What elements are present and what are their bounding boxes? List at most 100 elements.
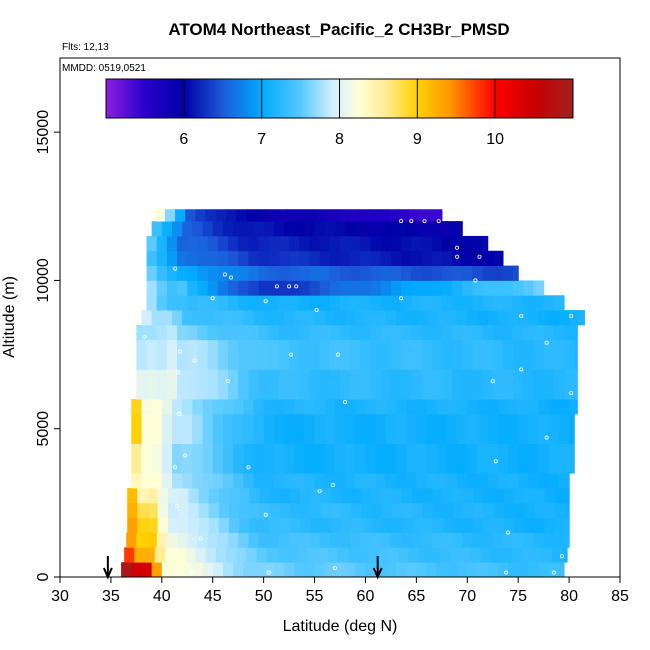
- heatmap-cell: [177, 280, 188, 296]
- sample-point: [569, 314, 574, 319]
- heatmap-cell: [503, 517, 515, 533]
- heatmap-cell: [161, 399, 173, 415]
- x-tick-label: 85: [611, 588, 629, 605]
- heatmap-cell: [334, 562, 346, 578]
- heatmap-cell: [426, 399, 438, 415]
- heatmap-cell: [548, 443, 560, 474]
- heatmap-cell: [340, 532, 351, 548]
- heatmap-cell: [502, 280, 514, 296]
- heatmap-cell: [154, 547, 166, 563]
- heatmap-cell: [457, 443, 468, 474]
- heatmap-cell: [528, 399, 540, 415]
- heatmap-cell: [574, 369, 578, 400]
- heatmap-cell: [411, 265, 423, 281]
- heatmap-cell: [487, 399, 499, 415]
- heatmap-cell: [370, 295, 382, 311]
- heatmap-cell: [172, 310, 183, 326]
- heatmap-cell: [431, 280, 443, 296]
- heatmap-cell: [334, 443, 346, 474]
- heatmap-cell: [541, 547, 553, 563]
- heatmap-cell: [225, 547, 237, 563]
- heatmap-cell: [131, 473, 143, 489]
- heatmap-cell: [228, 339, 239, 370]
- heatmap-cell: [463, 517, 474, 533]
- heatmap-cell: [217, 324, 229, 341]
- heatmap-cell: [561, 547, 568, 563]
- heatmap-cell: [462, 265, 473, 281]
- heatmap-cell: [442, 502, 454, 519]
- x-tick-label: 75: [509, 588, 527, 605]
- sample-point: [455, 254, 460, 259]
- heatmap-cell: [513, 265, 519, 281]
- heatmap-cell: [289, 339, 300, 370]
- heatmap-cell: [268, 339, 280, 370]
- plot-frame: [59, 57, 621, 578]
- heatmap-cell: [429, 209, 441, 222]
- heatmap-cell: [370, 235, 382, 252]
- heatmap-cell: [406, 221, 417, 237]
- heatmap-cell: [502, 265, 514, 281]
- heatmap-cell: [533, 369, 545, 400]
- heatmap-cell: [187, 280, 199, 296]
- heatmap-cell: [548, 562, 560, 578]
- heatmap-cell: [446, 473, 458, 489]
- x-tick-label: 35: [102, 588, 120, 605]
- heatmap-cell: [538, 473, 550, 489]
- heatmap-cell: [177, 532, 188, 548]
- heatmap-cell: [249, 502, 261, 519]
- heatmap-cell: [554, 502, 566, 519]
- heatmap-cell: [290, 502, 301, 519]
- heatmap-cell: [188, 517, 200, 533]
- heatmap-cell: [375, 443, 387, 474]
- heatmap-cell: [426, 473, 438, 489]
- heatmap-cell: [477, 413, 489, 444]
- heatmap-cell: [268, 280, 280, 296]
- heatmap-cell: [579, 310, 585, 326]
- sample-point: [519, 314, 524, 319]
- heatmap-cell: [492, 369, 504, 400]
- heatmap-cell: [329, 250, 341, 266]
- heatmap-cell: [157, 502, 169, 519]
- sample-point: [519, 367, 524, 372]
- heatmap-cell: [463, 488, 474, 504]
- heatmap-cell: [268, 250, 280, 266]
- heatmap-cell: [340, 295, 351, 311]
- down-arrow-icon: [102, 556, 113, 580]
- heatmap-cell: [238, 295, 249, 311]
- heatmap-cell: [289, 235, 300, 252]
- heatmap-cell: [202, 473, 214, 489]
- heatmap-cell: [508, 473, 519, 489]
- heatmap-cell: [401, 532, 412, 548]
- heatmap-cell: [259, 502, 271, 519]
- x-tick-label: 70: [458, 588, 476, 605]
- heatmap-cell: [289, 369, 300, 400]
- heatmap-cell: [294, 443, 305, 474]
- heatmap-cell: [411, 532, 423, 548]
- heatmap-cell: [351, 488, 362, 504]
- heatmap-cell: [431, 339, 443, 370]
- heatmap-cell: [334, 413, 346, 444]
- heatmap-cell: [482, 265, 494, 281]
- heatmap-cell: [324, 473, 336, 489]
- heatmap-cell: [233, 310, 244, 326]
- heatmap-cell: [178, 517, 189, 533]
- heatmap-cell: [421, 265, 433, 281]
- heatmap-cell: [136, 339, 148, 370]
- heatmap-cell: [205, 209, 217, 222]
- heatmap-cell: [299, 265, 311, 281]
- heatmap-cell: [477, 473, 489, 489]
- heatmap-cell: [426, 413, 438, 444]
- heatmap-cell: [411, 235, 423, 252]
- heatmap-cell: [446, 399, 458, 415]
- chart-title: ATOM4 Northeast_Pacific_2 CH3Br_PMSD: [168, 20, 509, 39]
- heatmap-cell: [154, 209, 166, 222]
- heatmap-cell: [538, 562, 550, 578]
- heatmap-cell: [419, 547, 431, 563]
- heatmap-cell: [385, 443, 397, 474]
- heatmap-cell: [188, 488, 200, 504]
- heatmap-cell: [266, 209, 278, 222]
- heatmap-cell: [371, 517, 383, 533]
- heatmap-cell: [396, 221, 407, 237]
- sample-point: [190, 570, 195, 575]
